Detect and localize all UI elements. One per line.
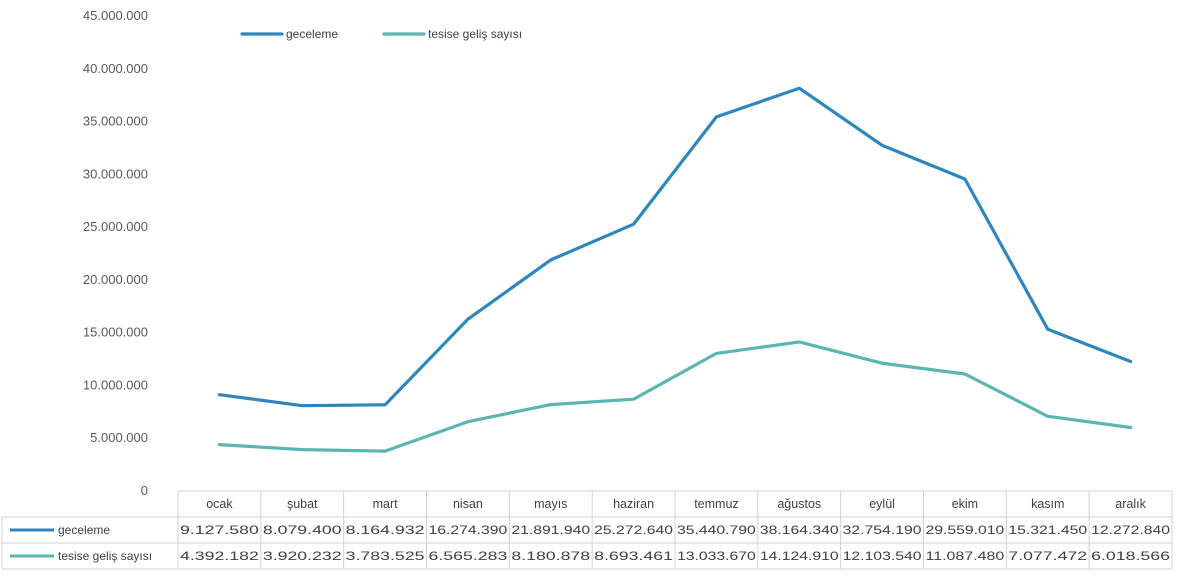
table-cell-value: 25.272.640 — [594, 523, 673, 537]
table-cell-value: 8.079.400 — [263, 523, 342, 537]
table-cell-value: 14.124.910 — [760, 549, 839, 563]
table-cell-value: 29.559.010 — [926, 523, 1005, 537]
table-cell-value: 38.164.340 — [760, 523, 839, 537]
table-cell-value: 6.565.283 — [429, 549, 508, 563]
table-cell-value: 21.891.940 — [511, 523, 590, 537]
x-category-label: temmuz — [694, 497, 738, 511]
table-row-header: geceleme — [58, 523, 110, 537]
x-category-label: mart — [373, 497, 399, 511]
x-category-label: aralık — [1115, 497, 1146, 511]
table-cell-value: 9.127.580 — [180, 523, 259, 537]
y-tick-label: 45.000.000 — [83, 8, 148, 23]
x-category-label: şubat — [287, 497, 318, 511]
table-cell-value: 3.783.525 — [346, 549, 425, 563]
y-tick-label: 25.000.000 — [83, 219, 148, 234]
table-cell-value: 4.392.182 — [180, 549, 259, 563]
y-tick-label: 0 — [141, 483, 148, 498]
table-cell-value: 12.272.840 — [1091, 523, 1170, 537]
table-cell-value: 32.754.190 — [843, 523, 922, 537]
x-category-label: ocak — [206, 497, 233, 511]
table-cell-value: 11.087.480 — [926, 549, 1005, 563]
x-category-label: kasım — [1031, 497, 1064, 511]
y-tick-label: 40.000.000 — [83, 61, 148, 76]
table-row-header: tesise geliş sayısı — [58, 549, 152, 563]
y-tick-label: 35.000.000 — [83, 114, 148, 129]
table-cell-value: 8.693.461 — [594, 549, 673, 563]
legend-label: geceleme — [286, 27, 338, 41]
series-line-1 — [217, 86, 1133, 408]
x-category-label: haziran — [613, 497, 654, 511]
x-category-label: mayıs — [534, 497, 567, 511]
y-tick-label: 15.000.000 — [83, 325, 148, 340]
y-tick-label: 30.000.000 — [83, 166, 148, 181]
table-cell-value: 8.164.932 — [346, 523, 425, 537]
table-cell-value: 3.920.232 — [263, 549, 342, 563]
x-category-label: nisan — [453, 497, 483, 511]
x-category-label: eylül — [869, 497, 895, 511]
table-cell-value: 15.321.450 — [1008, 523, 1087, 537]
x-category-label: ağustos — [777, 497, 821, 511]
y-tick-label: 10.000.000 — [83, 377, 148, 392]
table-cell-value: 7.077.472 — [1008, 549, 1087, 563]
table-cell-value: 12.103.540 — [843, 549, 922, 563]
series-line-2 — [217, 340, 1133, 453]
table-cell-value: 8.180.878 — [511, 549, 590, 563]
y-tick-label: 5.000.000 — [90, 430, 148, 445]
table-cell-value: 6.018.566 — [1091, 549, 1170, 563]
table-cell-value: 16.274.390 — [429, 523, 508, 537]
x-category-label: ekim — [952, 497, 978, 511]
table-cell-value: 35.440.790 — [677, 523, 756, 537]
y-tick-label: 20.000.000 — [83, 272, 148, 287]
table-cell-value: 13.033.670 — [677, 549, 756, 563]
legend-label: tesise geliş sayısı — [428, 27, 522, 41]
